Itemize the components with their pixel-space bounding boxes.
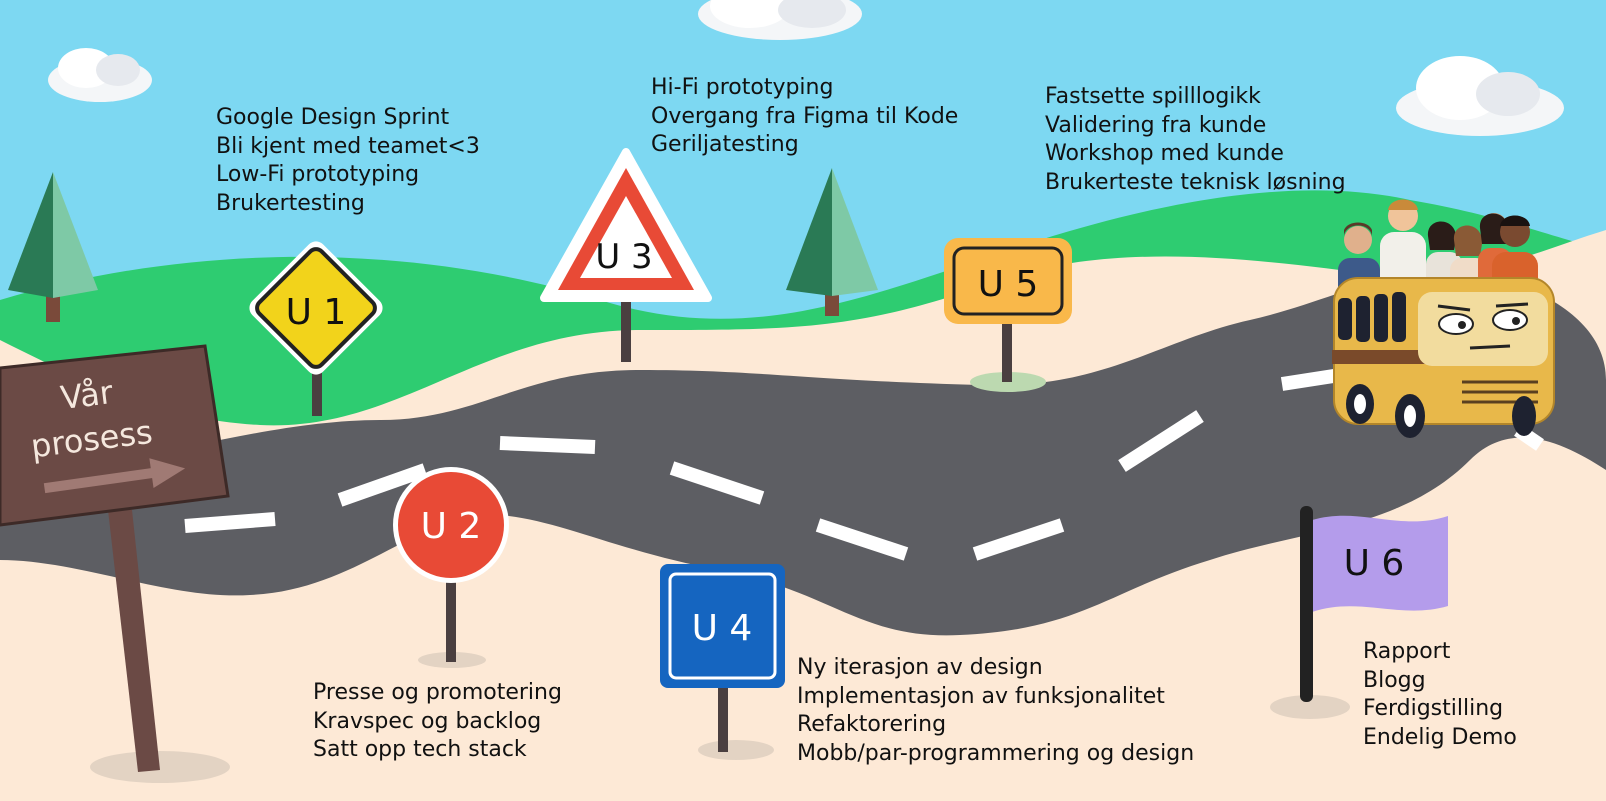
u5-task: Brukerteste teknisk løsning bbox=[1045, 169, 1346, 195]
u1-task: Low-Fi prototyping bbox=[216, 162, 420, 187]
u6-task: Blogg bbox=[1363, 667, 1426, 693]
u3-task: Geriljatesting bbox=[651, 132, 799, 157]
u6-task: Rapport bbox=[1363, 639, 1451, 664]
sign-shadow bbox=[90, 751, 230, 783]
cloud-right bbox=[1396, 56, 1564, 136]
u3-label: U 3 bbox=[595, 237, 652, 277]
u3-road-sign: U 3 bbox=[540, 148, 712, 362]
u3-task: Hi-Fi prototyping bbox=[651, 75, 834, 100]
u6-task: Ferdigstilling bbox=[1363, 696, 1504, 721]
u6-tasks: Rapport Blogg Ferdigstilling Endelig Dem… bbox=[1363, 638, 1517, 752]
u5-task: Validering fra kunde bbox=[1045, 112, 1267, 138]
cloud-top bbox=[698, 0, 862, 40]
u6-shadow bbox=[1270, 695, 1350, 719]
u1-tasks: Google Design Sprint Bli kjent med teame… bbox=[216, 104, 480, 218]
process-sign-line1: Vår bbox=[58, 373, 115, 417]
tree-middle bbox=[786, 168, 878, 316]
u4-shadow bbox=[698, 740, 774, 760]
u6-finish-flag: U 6 bbox=[1300, 506, 1448, 702]
u5-label: U 5 bbox=[978, 264, 1039, 305]
u2-task: Satt opp tech stack bbox=[313, 737, 527, 762]
u1-label: U 1 bbox=[286, 292, 347, 333]
u5-task: Workshop med kunde bbox=[1045, 141, 1284, 166]
winding-road bbox=[0, 268, 1606, 636]
cloud-left bbox=[48, 48, 152, 102]
u3-task: Overgang fra Figma til Kode bbox=[651, 103, 959, 129]
u1-task: Brukertesting bbox=[216, 190, 365, 216]
u3-tasks: Hi-Fi prototyping Overgang fra Figma til… bbox=[651, 74, 958, 160]
u5-tasks: Fastsette spilllogikk Validering fra kun… bbox=[1045, 83, 1346, 197]
u5-task: Fastsette spilllogikk bbox=[1045, 84, 1261, 109]
u4-label: U 4 bbox=[692, 608, 753, 649]
u4-task: Implementasjon av funksjonalitet bbox=[797, 683, 1165, 709]
u2-task: Kravspec og backlog bbox=[313, 708, 542, 734]
u6-label: U 6 bbox=[1344, 543, 1405, 584]
arrow-right-icon bbox=[43, 458, 186, 494]
u6-task: Endelig Demo bbox=[1363, 724, 1517, 750]
u1-road-sign: U 1 bbox=[249, 241, 383, 416]
u4-task: Mobb/par-programmering og design bbox=[797, 740, 1195, 766]
u4-tasks: Ny iterasjon av design Implementasjon av… bbox=[797, 654, 1194, 768]
u4-task: Ny iterasjon av design bbox=[797, 655, 1043, 680]
tree-left bbox=[8, 172, 98, 322]
u2-tasks: Presse og promotering Kravspec og backlo… bbox=[313, 679, 562, 765]
process-sign: Vår prosess bbox=[0, 344, 230, 772]
school-bus bbox=[1332, 277, 1555, 438]
u2-task: Presse og promotering bbox=[313, 680, 562, 705]
u1-task: Google Design Sprint bbox=[216, 105, 450, 130]
u4-road-sign: U 4 bbox=[660, 564, 785, 752]
u2-road-sign: U 2 bbox=[393, 467, 509, 662]
u2-label: U 2 bbox=[421, 506, 482, 547]
u4-task: Refaktorering bbox=[797, 712, 947, 737]
u5-road-sign: U 5 bbox=[944, 238, 1072, 382]
u1-task: Bli kjent med teamet<3 bbox=[216, 133, 480, 159]
